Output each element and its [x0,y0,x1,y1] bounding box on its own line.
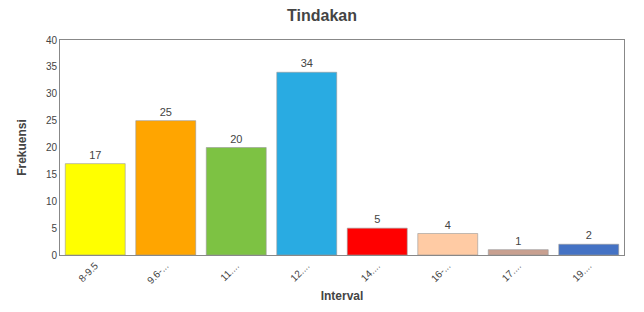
svg-text:11....: 11.... [218,260,241,283]
svg-text:5: 5 [374,213,380,225]
svg-text:8-9.5: 8-9.5 [76,260,100,284]
svg-text:Frekuensi: Frekuensi [15,119,29,176]
svg-text:19....: 19.... [570,260,594,284]
svg-text:14....: 14.... [359,260,383,284]
svg-text:16-...: 16-... [429,260,453,284]
svg-text:2: 2 [586,229,592,241]
svg-text:Interval: Interval [321,289,364,303]
svg-text:17: 17 [89,149,101,161]
svg-text:9.6-...: 9.6-... [145,260,171,286]
svg-text:20: 20 [230,133,242,145]
svg-text:34: 34 [301,57,313,69]
svg-text:15: 15 [46,169,58,180]
svg-text:10: 10 [46,196,58,207]
svg-text:17....: 17.... [500,260,524,284]
svg-text:30: 30 [46,88,58,99]
svg-text:35: 35 [46,61,58,72]
svg-text:40: 40 [46,35,58,46]
svg-text:25: 25 [160,106,172,118]
svg-text:1: 1 [515,235,521,247]
svg-text:25: 25 [46,115,58,126]
svg-text:4: 4 [445,219,451,231]
svg-text:12....: 12.... [288,260,312,284]
svg-text:Tindakan: Tindakan [287,7,357,24]
svg-text:5: 5 [51,223,57,234]
svg-text:0: 0 [51,250,57,261]
svg-text:20: 20 [46,142,58,153]
